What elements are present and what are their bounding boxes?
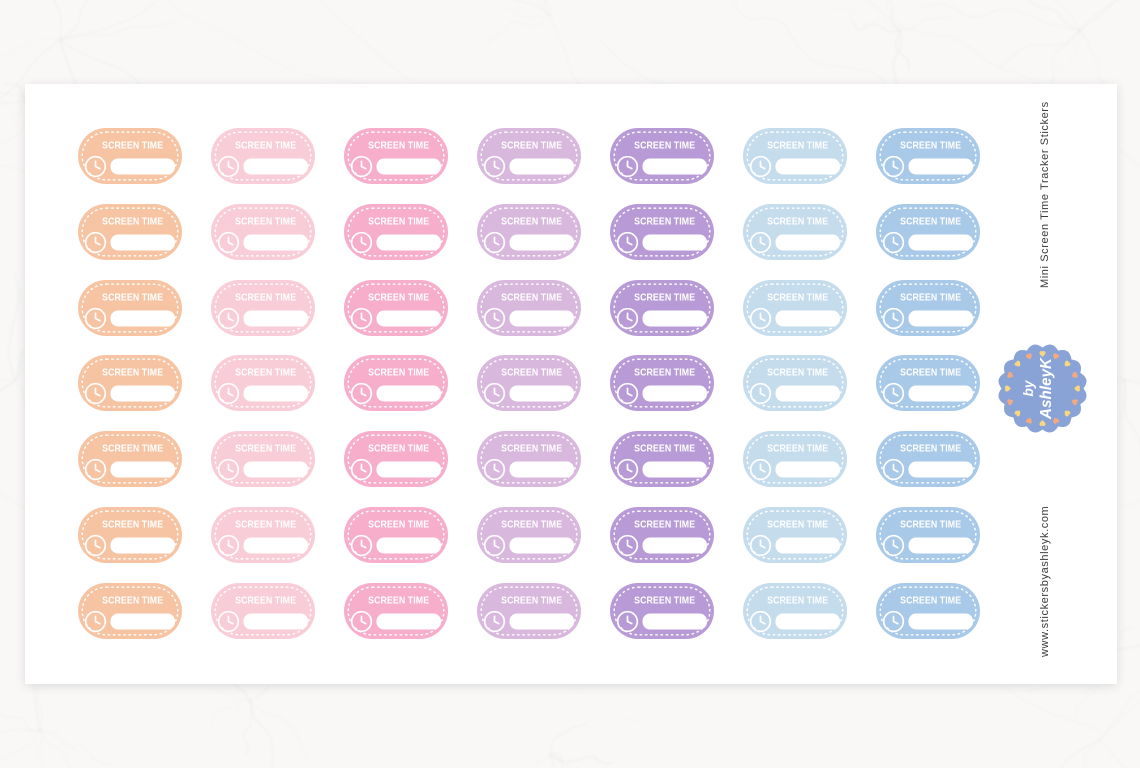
svg-text:SCREEN TIME: SCREEN TIME xyxy=(102,366,163,378)
svg-text:SCREEN TIME: SCREEN TIME xyxy=(235,366,296,378)
svg-text:SCREEN TIME: SCREEN TIME xyxy=(501,594,562,606)
svg-text:SCREEN TIME: SCREEN TIME xyxy=(501,442,562,454)
svg-text:SCREEN TIME: SCREEN TIME xyxy=(767,518,828,530)
svg-text:SCREEN TIME: SCREEN TIME xyxy=(634,594,695,606)
svg-text:SCREEN TIME: SCREEN TIME xyxy=(900,215,961,227)
svg-text:by: by xyxy=(1021,379,1036,396)
svg-text:SCREEN TIME: SCREEN TIME xyxy=(235,139,296,151)
svg-text:SCREEN TIME: SCREEN TIME xyxy=(368,215,429,227)
svg-text:SCREEN TIME: SCREEN TIME xyxy=(900,366,961,378)
svg-text:SCREEN TIME: SCREEN TIME xyxy=(368,139,429,151)
svg-text:SCREEN TIME: SCREEN TIME xyxy=(501,215,562,227)
svg-text:SCREEN TIME: SCREEN TIME xyxy=(501,139,562,151)
svg-text:SCREEN TIME: SCREEN TIME xyxy=(368,594,429,606)
svg-text:SCREEN TIME: SCREEN TIME xyxy=(102,442,163,454)
svg-text:AshleyK: AshleyK xyxy=(1038,357,1055,420)
svg-text:SCREEN TIME: SCREEN TIME xyxy=(368,518,429,530)
svg-text:SCREEN TIME: SCREEN TIME xyxy=(767,366,828,378)
svg-text:SCREEN TIME: SCREEN TIME xyxy=(900,442,961,454)
svg-text:SCREEN TIME: SCREEN TIME xyxy=(235,215,296,227)
svg-text:SCREEN TIME: SCREEN TIME xyxy=(634,291,695,303)
svg-text:SCREEN TIME: SCREEN TIME xyxy=(368,442,429,454)
svg-text:SCREEN TIME: SCREEN TIME xyxy=(368,291,429,303)
svg-text:SCREEN TIME: SCREEN TIME xyxy=(900,291,961,303)
svg-text:SCREEN TIME: SCREEN TIME xyxy=(501,291,562,303)
svg-text:SCREEN TIME: SCREEN TIME xyxy=(235,518,296,530)
svg-text:SCREEN TIME: SCREEN TIME xyxy=(634,215,695,227)
svg-text:SCREEN TIME: SCREEN TIME xyxy=(102,291,163,303)
svg-text:SCREEN TIME: SCREEN TIME xyxy=(501,518,562,530)
svg-text:SCREEN TIME: SCREEN TIME xyxy=(634,366,695,378)
svg-text:SCREEN TIME: SCREEN TIME xyxy=(501,366,562,378)
svg-text:SCREEN TIME: SCREEN TIME xyxy=(767,442,828,454)
svg-text:SCREEN TIME: SCREEN TIME xyxy=(102,139,163,151)
svg-text:SCREEN TIME: SCREEN TIME xyxy=(235,594,296,606)
svg-text:SCREEN TIME: SCREEN TIME xyxy=(767,139,828,151)
svg-text:SCREEN TIME: SCREEN TIME xyxy=(900,518,961,530)
svg-text:SCREEN TIME: SCREEN TIME xyxy=(767,291,828,303)
svg-text:SCREEN TIME: SCREEN TIME xyxy=(767,215,828,227)
svg-text:SCREEN TIME: SCREEN TIME xyxy=(102,594,163,606)
svg-text:SCREEN TIME: SCREEN TIME xyxy=(235,291,296,303)
svg-text:SCREEN TIME: SCREEN TIME xyxy=(767,594,828,606)
svg-text:SCREEN TIME: SCREEN TIME xyxy=(634,442,695,454)
svg-text:SCREEN TIME: SCREEN TIME xyxy=(900,594,961,606)
svg-text:SCREEN TIME: SCREEN TIME xyxy=(102,215,163,227)
svg-text:SCREEN TIME: SCREEN TIME xyxy=(634,518,695,530)
svg-text:SCREEN TIME: SCREEN TIME xyxy=(235,442,296,454)
svg-text:SCREEN TIME: SCREEN TIME xyxy=(900,139,961,151)
svg-text:SCREEN TIME: SCREEN TIME xyxy=(102,518,163,530)
svg-text:SCREEN TIME: SCREEN TIME xyxy=(634,139,695,151)
svg-text:SCREEN TIME: SCREEN TIME xyxy=(368,366,429,378)
